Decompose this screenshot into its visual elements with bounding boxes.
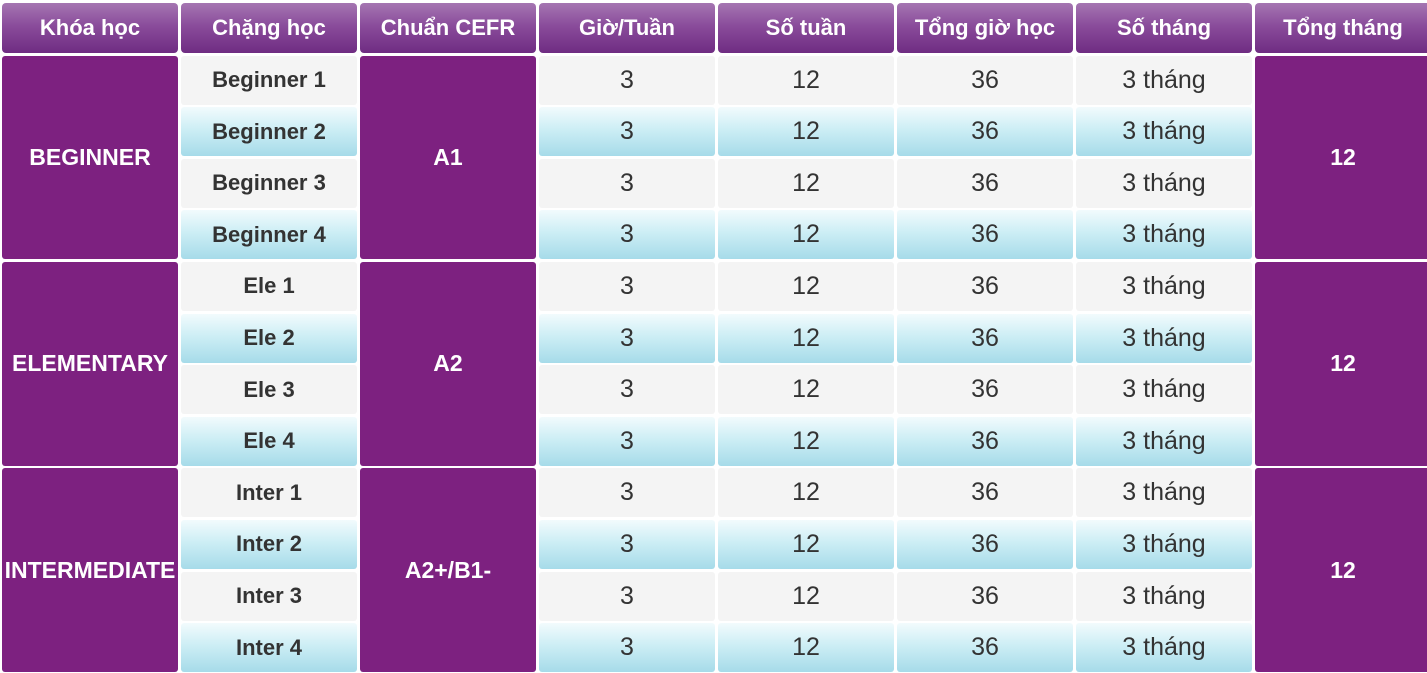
stage-name: Ele 1: [181, 261, 357, 311]
header-months: Số tháng: [1076, 3, 1252, 53]
stage-name: Beginner 3: [181, 158, 357, 208]
stage-name: Inter 1: [181, 468, 357, 518]
header-course: Khóa học: [2, 3, 178, 53]
total-hours: 36: [897, 623, 1073, 673]
weeks: 12: [718, 210, 894, 260]
cefr-level: A2: [360, 261, 536, 466]
cefr-level: A2+/B1-: [360, 468, 536, 673]
cefr-level: A1: [360, 55, 536, 260]
months: 3 tháng: [1076, 571, 1252, 621]
weeks: 12: [718, 519, 894, 569]
months: 3 tháng: [1076, 210, 1252, 260]
months: 3 tháng: [1076, 261, 1252, 311]
total-hours: 36: [897, 107, 1073, 157]
hours-per-week: 3: [539, 365, 715, 415]
stage-name: Beginner 4: [181, 210, 357, 260]
hours-per-week: 3: [539, 468, 715, 518]
header-total-months: Tổng tháng: [1255, 3, 1427, 53]
total-hours: 36: [897, 365, 1073, 415]
hours-per-week: 3: [539, 571, 715, 621]
total-hours: 36: [897, 55, 1073, 105]
total-hours: 36: [897, 416, 1073, 466]
weeks: 12: [718, 313, 894, 363]
months: 3 tháng: [1076, 623, 1252, 673]
course-name: BEGINNER: [2, 55, 178, 260]
stage-name: Inter 3: [181, 571, 357, 621]
header-total-hours: Tổng giờ học: [897, 3, 1073, 53]
weeks: 12: [718, 365, 894, 415]
total-hours: 36: [897, 158, 1073, 208]
months: 3 tháng: [1076, 158, 1252, 208]
months: 3 tháng: [1076, 416, 1252, 466]
header-cefr: Chuẩn CEFR: [360, 3, 536, 53]
stage-name: Ele 3: [181, 365, 357, 415]
weeks: 12: [718, 571, 894, 621]
hours-per-week: 3: [539, 210, 715, 260]
hours-per-week: 3: [539, 519, 715, 569]
total-months: 12: [1255, 261, 1427, 466]
total-hours: 36: [897, 210, 1073, 260]
header-hours-per-week: Giờ/Tuần: [539, 3, 715, 53]
weeks: 12: [718, 416, 894, 466]
hours-per-week: 3: [539, 416, 715, 466]
weeks: 12: [718, 55, 894, 105]
stage-name: Beginner 2: [181, 107, 357, 157]
stage-name: Inter 2: [181, 519, 357, 569]
header-weeks: Số tuần: [718, 3, 894, 53]
hours-per-week: 3: [539, 107, 715, 157]
weeks: 12: [718, 158, 894, 208]
header-stage: Chặng học: [181, 3, 357, 53]
hours-per-week: 3: [539, 55, 715, 105]
months: 3 tháng: [1076, 519, 1252, 569]
total-months: 12: [1255, 55, 1427, 260]
months: 3 tháng: [1076, 468, 1252, 518]
total-hours: 36: [897, 468, 1073, 518]
total-hours: 36: [897, 261, 1073, 311]
hours-per-week: 3: [539, 313, 715, 363]
hours-per-week: 3: [539, 158, 715, 208]
course-name: ELEMENTARY: [2, 261, 178, 466]
total-hours: 36: [897, 571, 1073, 621]
weeks: 12: [718, 468, 894, 518]
stage-name: Ele 4: [181, 416, 357, 466]
total-hours: 36: [897, 519, 1073, 569]
stage-name: Ele 2: [181, 313, 357, 363]
total-hours: 36: [897, 313, 1073, 363]
weeks: 12: [718, 623, 894, 673]
weeks: 12: [718, 107, 894, 157]
course-name: INTERMEDIATE: [2, 468, 178, 673]
weeks: 12: [718, 261, 894, 311]
months: 3 tháng: [1076, 55, 1252, 105]
total-months: 12: [1255, 468, 1427, 673]
months: 3 tháng: [1076, 313, 1252, 363]
hours-per-week: 3: [539, 623, 715, 673]
months: 3 tháng: [1076, 365, 1252, 415]
stage-name: Inter 4: [181, 623, 357, 673]
hours-per-week: 3: [539, 261, 715, 311]
stage-name: Beginner 1: [181, 55, 357, 105]
months: 3 tháng: [1076, 107, 1252, 157]
